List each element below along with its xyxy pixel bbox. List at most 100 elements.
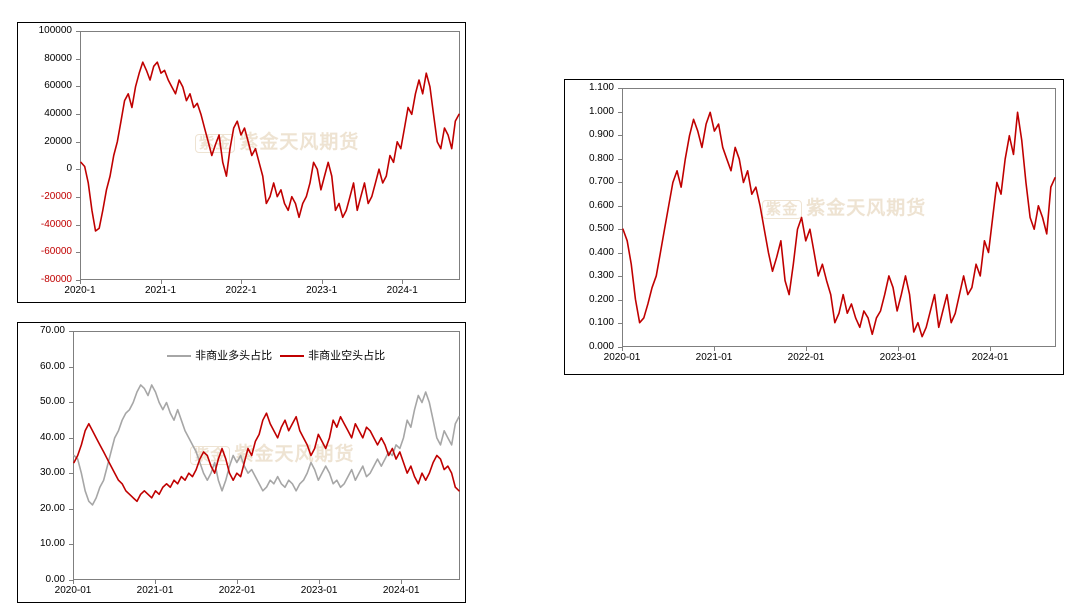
x-tick — [714, 347, 715, 351]
y-axis-label: 60.00 — [40, 362, 65, 372]
y-axis-label: 0.300 — [589, 271, 614, 281]
y-tick — [76, 169, 80, 170]
y-axis-label: 40000 — [44, 109, 72, 119]
y-tick — [618, 182, 622, 183]
x-axis-label: 2020-1 — [64, 286, 95, 296]
y-tick — [69, 473, 73, 474]
y-tick — [618, 253, 622, 254]
x-tick — [155, 580, 156, 584]
page-container: 紫金紫金天风期货 -80000 -60000 -40000 -20000 0 20000 40… — [0, 0, 1080, 614]
chart-svg — [81, 32, 459, 279]
x-axis-label: 2021-01 — [137, 586, 174, 596]
y-axis-label: 0.400 — [589, 248, 614, 258]
chart-svg — [623, 89, 1055, 346]
y-tick — [618, 276, 622, 277]
series-line — [623, 112, 1055, 336]
x-axis-label: 2024-1 — [387, 286, 418, 296]
chart-svg — [74, 332, 459, 579]
y-tick — [618, 206, 622, 207]
y-tick — [76, 225, 80, 226]
y-axis-label: 0.100 — [589, 318, 614, 328]
y-axis-label: 0.600 — [589, 201, 614, 211]
y-axis-label: 0.900 — [589, 130, 614, 140]
y-tick — [618, 88, 622, 89]
y-axis-label: 0.200 — [589, 295, 614, 305]
plot-area: 紫金紫金天风期货非商业多头占比非商业空头占比 — [73, 331, 460, 580]
y-axis-label: 70.00 — [40, 326, 65, 336]
x-axis-label: 2020-01 — [604, 353, 641, 363]
y-axis-label: 0.00 — [46, 575, 65, 585]
x-axis-label: 2021-01 — [696, 353, 733, 363]
y-tick — [69, 438, 73, 439]
chart-right: 紫金紫金天风期货0.0000.1000.2000.3000.4000.5000.… — [564, 79, 1064, 375]
chart-bottom-left: 紫金紫金天风期货非商业多头占比非商业空头占比0.0010.0020.0030.0… — [17, 322, 466, 603]
y-tick — [69, 367, 73, 368]
x-tick — [241, 280, 242, 284]
y-tick — [76, 86, 80, 87]
y-tick — [69, 402, 73, 403]
y-tick — [76, 114, 80, 115]
y-tick — [618, 300, 622, 301]
y-tick — [618, 323, 622, 324]
legend-swatch — [167, 355, 191, 357]
y-axis-label: 10.00 — [40, 539, 65, 549]
x-axis-label: 2024-01 — [383, 586, 420, 596]
x-axis-label: 2023-01 — [880, 353, 917, 363]
y-axis-label: 0.700 — [589, 177, 614, 187]
y-axis-label: -60000 — [41, 247, 72, 257]
x-axis-label: 2021-1 — [145, 286, 176, 296]
x-tick — [401, 580, 402, 584]
y-axis-label: -80000 — [41, 275, 72, 285]
x-axis-label: 2022-1 — [226, 286, 257, 296]
y-axis-label: 1.100 — [589, 83, 614, 93]
y-axis-label: -20000 — [41, 192, 72, 202]
x-tick — [161, 280, 162, 284]
y-tick — [618, 159, 622, 160]
x-tick — [322, 280, 323, 284]
y-tick — [618, 112, 622, 113]
legend: 非商业多头占比 非商业空头占比 — [159, 347, 385, 363]
y-axis-label: 80000 — [44, 54, 72, 64]
y-axis-label: 0 — [66, 164, 72, 174]
x-axis-label: 2024-01 — [972, 353, 1009, 363]
x-axis-label: 2022-01 — [788, 353, 825, 363]
legend-label: 非商业多头占比 — [195, 350, 272, 362]
x-tick — [237, 580, 238, 584]
series-line — [81, 62, 459, 231]
x-tick — [80, 280, 81, 284]
x-tick — [73, 580, 74, 584]
y-axis-label: 100000 — [39, 26, 72, 36]
y-axis-label: 50.00 — [40, 397, 65, 407]
x-tick — [622, 347, 623, 351]
y-tick — [618, 135, 622, 136]
y-tick — [76, 252, 80, 253]
y-tick — [76, 142, 80, 143]
x-tick — [402, 280, 403, 284]
y-axis-label: 20.00 — [40, 504, 65, 514]
y-axis-label: 30.00 — [40, 468, 65, 478]
y-axis-label: -40000 — [41, 220, 72, 230]
x-tick — [990, 347, 991, 351]
y-axis-label: 40.00 — [40, 433, 65, 443]
x-axis-label: 2023-01 — [301, 586, 338, 596]
x-axis-label: 2022-01 — [219, 586, 256, 596]
x-tick — [806, 347, 807, 351]
series-line-gray — [74, 385, 459, 505]
y-tick — [69, 544, 73, 545]
y-tick — [69, 509, 73, 510]
y-axis-label: 0.800 — [589, 154, 614, 164]
y-tick — [76, 59, 80, 60]
x-tick — [898, 347, 899, 351]
y-axis-label: 20000 — [44, 137, 72, 147]
x-axis-label: 2020-01 — [55, 586, 92, 596]
chart-top-left: 紫金紫金天风期货 -80000 -60000 -40000 -20000 0 20000 40… — [17, 22, 466, 303]
y-tick — [69, 331, 73, 332]
legend-label: 非商业空头占比 — [308, 350, 385, 362]
y-axis-label: 1.000 — [589, 107, 614, 117]
x-tick — [319, 580, 320, 584]
y-tick — [76, 197, 80, 198]
plot-area: 紫金紫金天风期货 — [80, 31, 460, 280]
y-tick — [76, 31, 80, 32]
y-axis-label: 0.500 — [589, 224, 614, 234]
x-axis-label: 2023-1 — [306, 286, 337, 296]
